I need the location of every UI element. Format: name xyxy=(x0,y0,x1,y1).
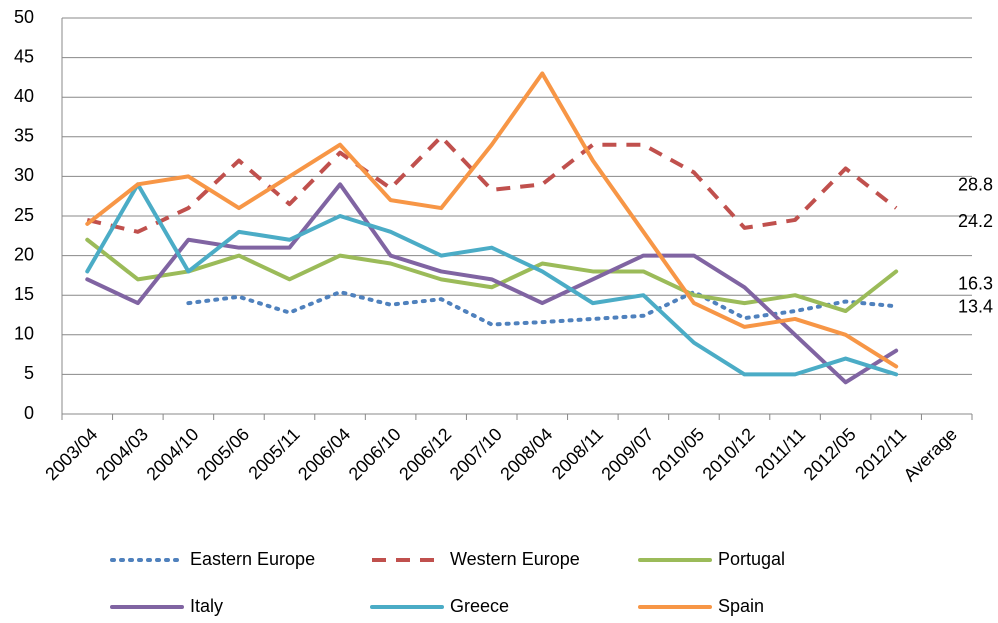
series-line xyxy=(86,134,898,234)
y-tick-label: 0 xyxy=(24,403,34,423)
y-tick-label: 20 xyxy=(14,244,34,264)
x-tick-label: 2005/11 xyxy=(244,424,303,483)
x-tick-label: 2010/05 xyxy=(648,424,708,484)
y-tick-label: 35 xyxy=(14,126,34,146)
average-label: 24.2 xyxy=(958,211,993,231)
y-tick-label: 25 xyxy=(14,205,34,225)
x-tick-label: 2011/11 xyxy=(751,424,809,482)
y-tick-label: 45 xyxy=(14,46,34,66)
x-tick-label: 2008/11 xyxy=(548,424,607,483)
average-label: 16.3 xyxy=(958,274,993,294)
y-tick-label: 50 xyxy=(14,7,34,27)
legend-label: Portugal xyxy=(718,549,785,569)
x-tick-label: 2010/12 xyxy=(699,424,759,484)
x-tick-label: 2006/12 xyxy=(395,424,455,484)
x-tick-label: 2004/10 xyxy=(142,424,202,484)
x-tick-label: 2009/07 xyxy=(597,424,657,484)
legend-label: Eastern Europe xyxy=(190,549,315,569)
x-tick-label: 2006/10 xyxy=(345,424,405,484)
series-line xyxy=(85,71,899,369)
y-tick-label: 30 xyxy=(14,165,34,185)
average-label: 28.8 xyxy=(958,175,993,195)
legend-label: Western Europe xyxy=(450,549,580,569)
series-line xyxy=(85,182,899,385)
x-tick-label: 2008/04 xyxy=(496,424,556,484)
y-tick-label: 5 xyxy=(24,363,34,383)
x-tick-label: Average xyxy=(900,424,961,485)
legend-label: Spain xyxy=(718,596,764,616)
x-tick-label: 2004/03 xyxy=(92,424,152,484)
series-line xyxy=(186,290,899,327)
average-label: 13.4 xyxy=(958,297,993,317)
x-tick-label: 2012/05 xyxy=(800,424,860,484)
x-tick-label: 2007/10 xyxy=(446,424,506,484)
legend-label: Italy xyxy=(190,596,223,616)
series-line xyxy=(85,182,899,377)
y-tick-label: 15 xyxy=(14,284,34,304)
y-tick-label: 10 xyxy=(14,324,34,344)
x-tick-label: 2006/04 xyxy=(294,424,354,484)
y-tick-label: 40 xyxy=(14,86,34,106)
x-tick-label: 2005/06 xyxy=(193,424,253,484)
legend-label: Greece xyxy=(450,596,509,616)
x-tick-label: 2003/04 xyxy=(41,424,101,484)
